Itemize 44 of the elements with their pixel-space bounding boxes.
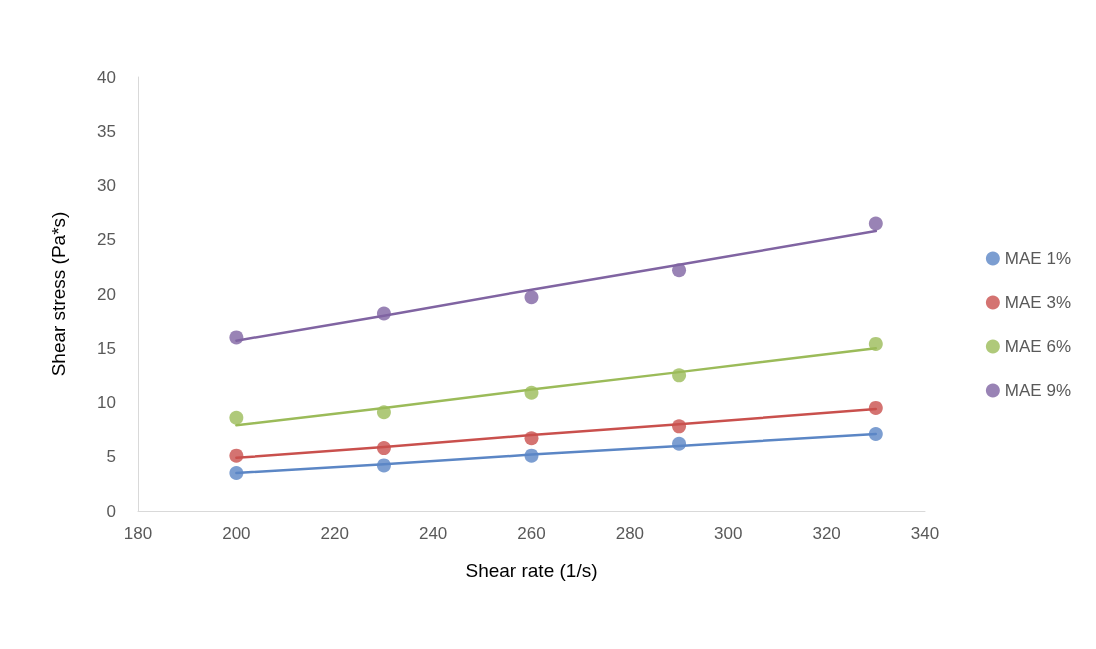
point	[376, 405, 391, 420]
y-tick-label: 15	[97, 338, 116, 358]
point	[229, 410, 244, 425]
y-tick-label: 10	[97, 393, 116, 412]
y-tick-label: 20	[97, 284, 116, 304]
x-tick-label: 260	[517, 524, 546, 543]
x-tick-label: 180	[123, 524, 153, 543]
y-tick-label: 25	[97, 230, 116, 250]
y-tick-label: 5	[106, 447, 116, 467]
legend-label: MAE 1%	[1004, 249, 1072, 268]
point	[524, 290, 539, 305]
point	[672, 436, 687, 451]
point	[868, 400, 883, 415]
x-tick-label: 200	[222, 524, 251, 543]
y-axis-title: Shear stress (Pa*s)	[48, 211, 69, 377]
x-tick-label: 280	[615, 524, 645, 543]
y-tick-label: 35	[97, 121, 116, 141]
point	[868, 216, 883, 231]
point	[672, 263, 687, 278]
point	[376, 458, 391, 473]
point	[672, 368, 687, 383]
point	[229, 448, 244, 463]
x-tick-label: 320	[812, 524, 841, 543]
point	[376, 306, 391, 321]
point	[229, 330, 244, 345]
point	[524, 431, 539, 446]
y-tick-label: 0	[106, 501, 116, 521]
y-tick-label: 30	[97, 176, 116, 195]
y-tick-label: 40	[97, 67, 116, 87]
point	[868, 336, 883, 351]
x-tick-label: 300	[714, 524, 743, 543]
legend-label: MAE 6%	[1004, 337, 1072, 356]
legend-label: MAE 9%	[1004, 381, 1072, 400]
point	[868, 426, 883, 441]
point	[229, 466, 244, 481]
x-tick-label: 220	[320, 524, 349, 543]
point	[524, 448, 539, 463]
x-tick-label: 340	[910, 524, 940, 543]
point	[672, 419, 687, 434]
point	[524, 385, 539, 400]
legend-label: MAE 3%	[1004, 293, 1072, 312]
point	[376, 441, 391, 456]
x-tick-label: 240	[418, 524, 448, 543]
x-axis-title: Shear rate (1/s)	[465, 560, 598, 581]
